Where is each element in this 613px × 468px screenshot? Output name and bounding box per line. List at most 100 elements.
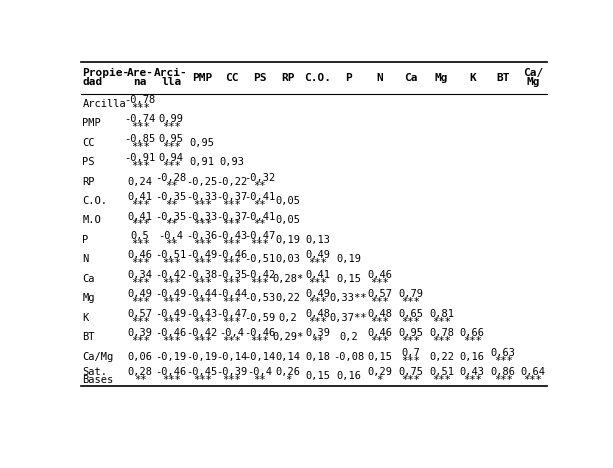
Text: 0,66: 0,66 [460,328,485,338]
Text: na: na [134,78,147,88]
Text: -0,08: -0,08 [333,351,364,362]
Text: **: ** [254,200,266,210]
Text: -0,41: -0,41 [244,212,275,221]
Text: K: K [469,73,476,83]
Text: ***: *** [494,375,512,385]
Text: -0,74: -0,74 [124,114,156,124]
Text: -0,25: -0,25 [186,176,218,187]
Text: ***: *** [131,102,150,113]
Text: ***: *** [162,297,181,307]
Text: ***: *** [131,142,150,152]
Text: 0,05: 0,05 [275,215,300,226]
Text: -0,43: -0,43 [186,309,218,319]
Text: 0,26: 0,26 [275,367,300,377]
Text: ***: *** [131,239,150,249]
Text: 0,99: 0,99 [159,114,184,124]
Text: 0,41: 0,41 [305,270,330,280]
Text: 0,33**: 0,33** [330,293,367,303]
Text: 0,15: 0,15 [336,274,361,284]
Text: ***: *** [192,258,211,268]
Text: -0,19: -0,19 [186,351,218,362]
Text: ***: *** [162,142,181,152]
Text: -0,33: -0,33 [186,192,218,202]
Text: 0,79: 0,79 [398,289,423,300]
Text: *: * [376,375,383,385]
Text: ***: *** [162,375,181,385]
Text: -0,44: -0,44 [216,289,247,300]
Text: Arci-: Arci- [154,68,188,78]
Text: Are-: Are- [127,68,154,78]
Text: 0,28*: 0,28* [272,274,303,284]
Text: -0,46: -0,46 [244,328,275,338]
Text: ***: *** [223,317,241,327]
Text: N: N [82,255,88,264]
Text: -0,35: -0,35 [216,270,247,280]
Text: ***: *** [131,317,150,327]
Text: CC: CC [225,73,238,83]
Text: **: ** [165,239,177,249]
Text: -0,42: -0,42 [156,270,187,280]
Text: ***: *** [162,278,181,288]
Text: ***: *** [192,219,211,229]
Text: ***: *** [192,317,211,327]
Text: ***: *** [308,258,327,268]
Text: ***: *** [308,317,327,327]
Text: 0,15: 0,15 [367,351,392,362]
Text: -0,53: -0,53 [244,293,275,303]
Text: ***: *** [308,297,327,307]
Text: -0,14: -0,14 [244,351,275,362]
Text: 0,51: 0,51 [429,367,454,377]
Text: **: ** [134,375,147,385]
Text: 0,19: 0,19 [275,235,300,245]
Text: **: ** [254,219,266,229]
Text: P: P [82,235,88,245]
Text: -0,46: -0,46 [156,328,187,338]
Text: -0,78: -0,78 [124,95,156,105]
Text: 0,06: 0,06 [128,351,153,362]
Text: 0,5: 0,5 [131,231,150,241]
Text: 0,16: 0,16 [336,371,361,381]
Text: -0,46: -0,46 [156,367,187,377]
Text: RP: RP [281,73,295,83]
Text: PS: PS [82,157,95,167]
Text: 0,91: 0,91 [189,157,215,167]
Text: ***: *** [131,336,150,346]
Text: 0,41: 0,41 [128,192,153,202]
Text: ***: *** [192,278,211,288]
Text: **: ** [165,219,177,229]
Text: 0,14: 0,14 [275,351,300,362]
Text: 0,39: 0,39 [128,328,153,338]
Text: ***: *** [370,278,389,288]
Text: ***: *** [223,297,241,307]
Text: PMP: PMP [192,73,212,83]
Text: 0,22: 0,22 [275,293,300,303]
Text: -0,44: -0,44 [186,289,218,300]
Text: 0,63: 0,63 [491,348,516,358]
Text: -0,47: -0,47 [244,231,275,241]
Text: -0,49: -0,49 [186,250,218,260]
Text: ***: *** [223,278,241,288]
Text: -0,49: -0,49 [156,309,187,319]
Text: ***: *** [131,219,150,229]
Text: Ca: Ca [82,274,95,284]
Text: 0,49: 0,49 [305,289,330,300]
Text: ***: *** [223,336,241,346]
Text: 0,29*: 0,29* [272,332,303,342]
Text: -0,22: -0,22 [216,176,247,187]
Text: 0,95: 0,95 [189,138,215,147]
Text: ***: *** [494,356,512,366]
Text: ***: *** [401,375,420,385]
Text: 0,65: 0,65 [398,309,423,319]
Text: C.O.: C.O. [82,196,107,206]
Text: 0,94: 0,94 [159,153,184,163]
Text: Ca: Ca [404,73,417,83]
Text: Ca/Mg: Ca/Mg [82,351,113,362]
Text: -0,49: -0,49 [156,289,187,300]
Text: 0,41: 0,41 [128,212,153,221]
Text: ***: *** [432,375,451,385]
Text: -0,35: -0,35 [156,212,187,221]
Text: 0,18: 0,18 [305,351,330,362]
Text: 0,95: 0,95 [398,328,423,338]
Text: ***: *** [192,336,211,346]
Text: -0,51: -0,51 [244,255,275,264]
